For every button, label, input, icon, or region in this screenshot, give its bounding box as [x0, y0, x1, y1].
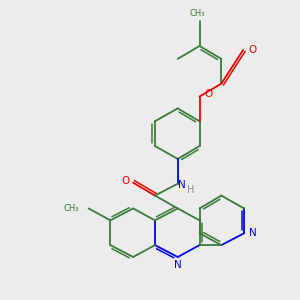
Text: O: O [248, 45, 256, 55]
Text: H: H [187, 184, 194, 195]
Text: CH₃: CH₃ [190, 9, 205, 18]
Text: O: O [204, 88, 213, 98]
Text: N: N [249, 228, 257, 238]
Text: O: O [121, 176, 129, 186]
Text: N: N [178, 180, 186, 190]
Text: N: N [174, 260, 182, 270]
Text: CH₃: CH₃ [63, 204, 79, 213]
